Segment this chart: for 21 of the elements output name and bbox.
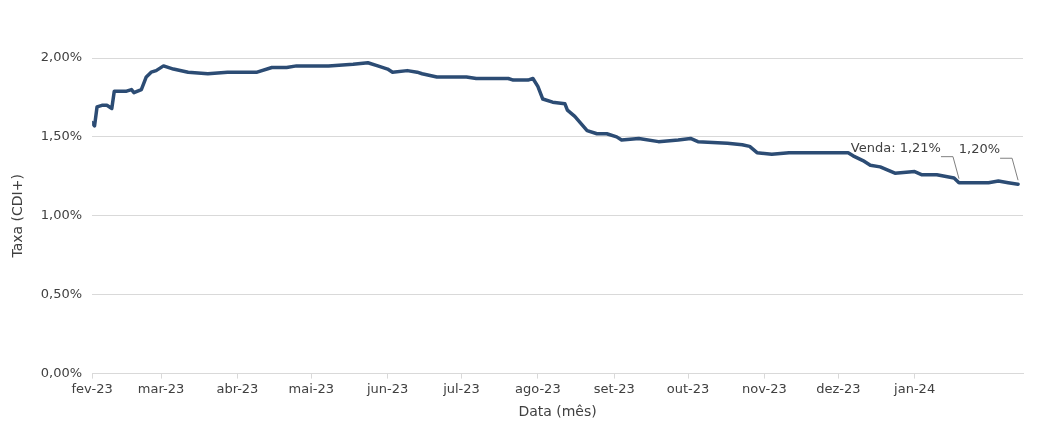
annotation: Venda: 1,21% [850, 139, 941, 155]
y-tick-label: 1,00% [40, 207, 83, 223]
x-tick-label: abr-23 [216, 380, 259, 396]
x-tick-label: ago-23 [515, 380, 561, 396]
x-tick-label: jul-23 [442, 380, 480, 396]
y-tick-label: 0,50% [40, 286, 83, 302]
x-tick-label: mar-23 [137, 380, 185, 396]
y-axis-title: Taxa (CDI+) [9, 174, 26, 259]
y-tick-label: 2,00% [40, 49, 83, 65]
x-tick-label: set-23 [593, 380, 635, 396]
annotation: 1,20% [958, 141, 1001, 157]
y-tick-label: 1,50% [40, 128, 83, 144]
x-axis-title: Data (mês) [518, 403, 597, 420]
x-tick-label: jun-23 [365, 380, 409, 396]
x-tick-label: jan-24 [893, 380, 936, 396]
x-tick-label: out-23 [666, 380, 710, 396]
x-tick-label: nov-23 [742, 380, 787, 396]
y-tick-label: 0,00% [40, 364, 83, 380]
x-tick-label: mai-23 [288, 380, 335, 396]
x-tick-label: dez-23 [816, 380, 861, 396]
x-tick-label: fev-23 [71, 380, 113, 396]
